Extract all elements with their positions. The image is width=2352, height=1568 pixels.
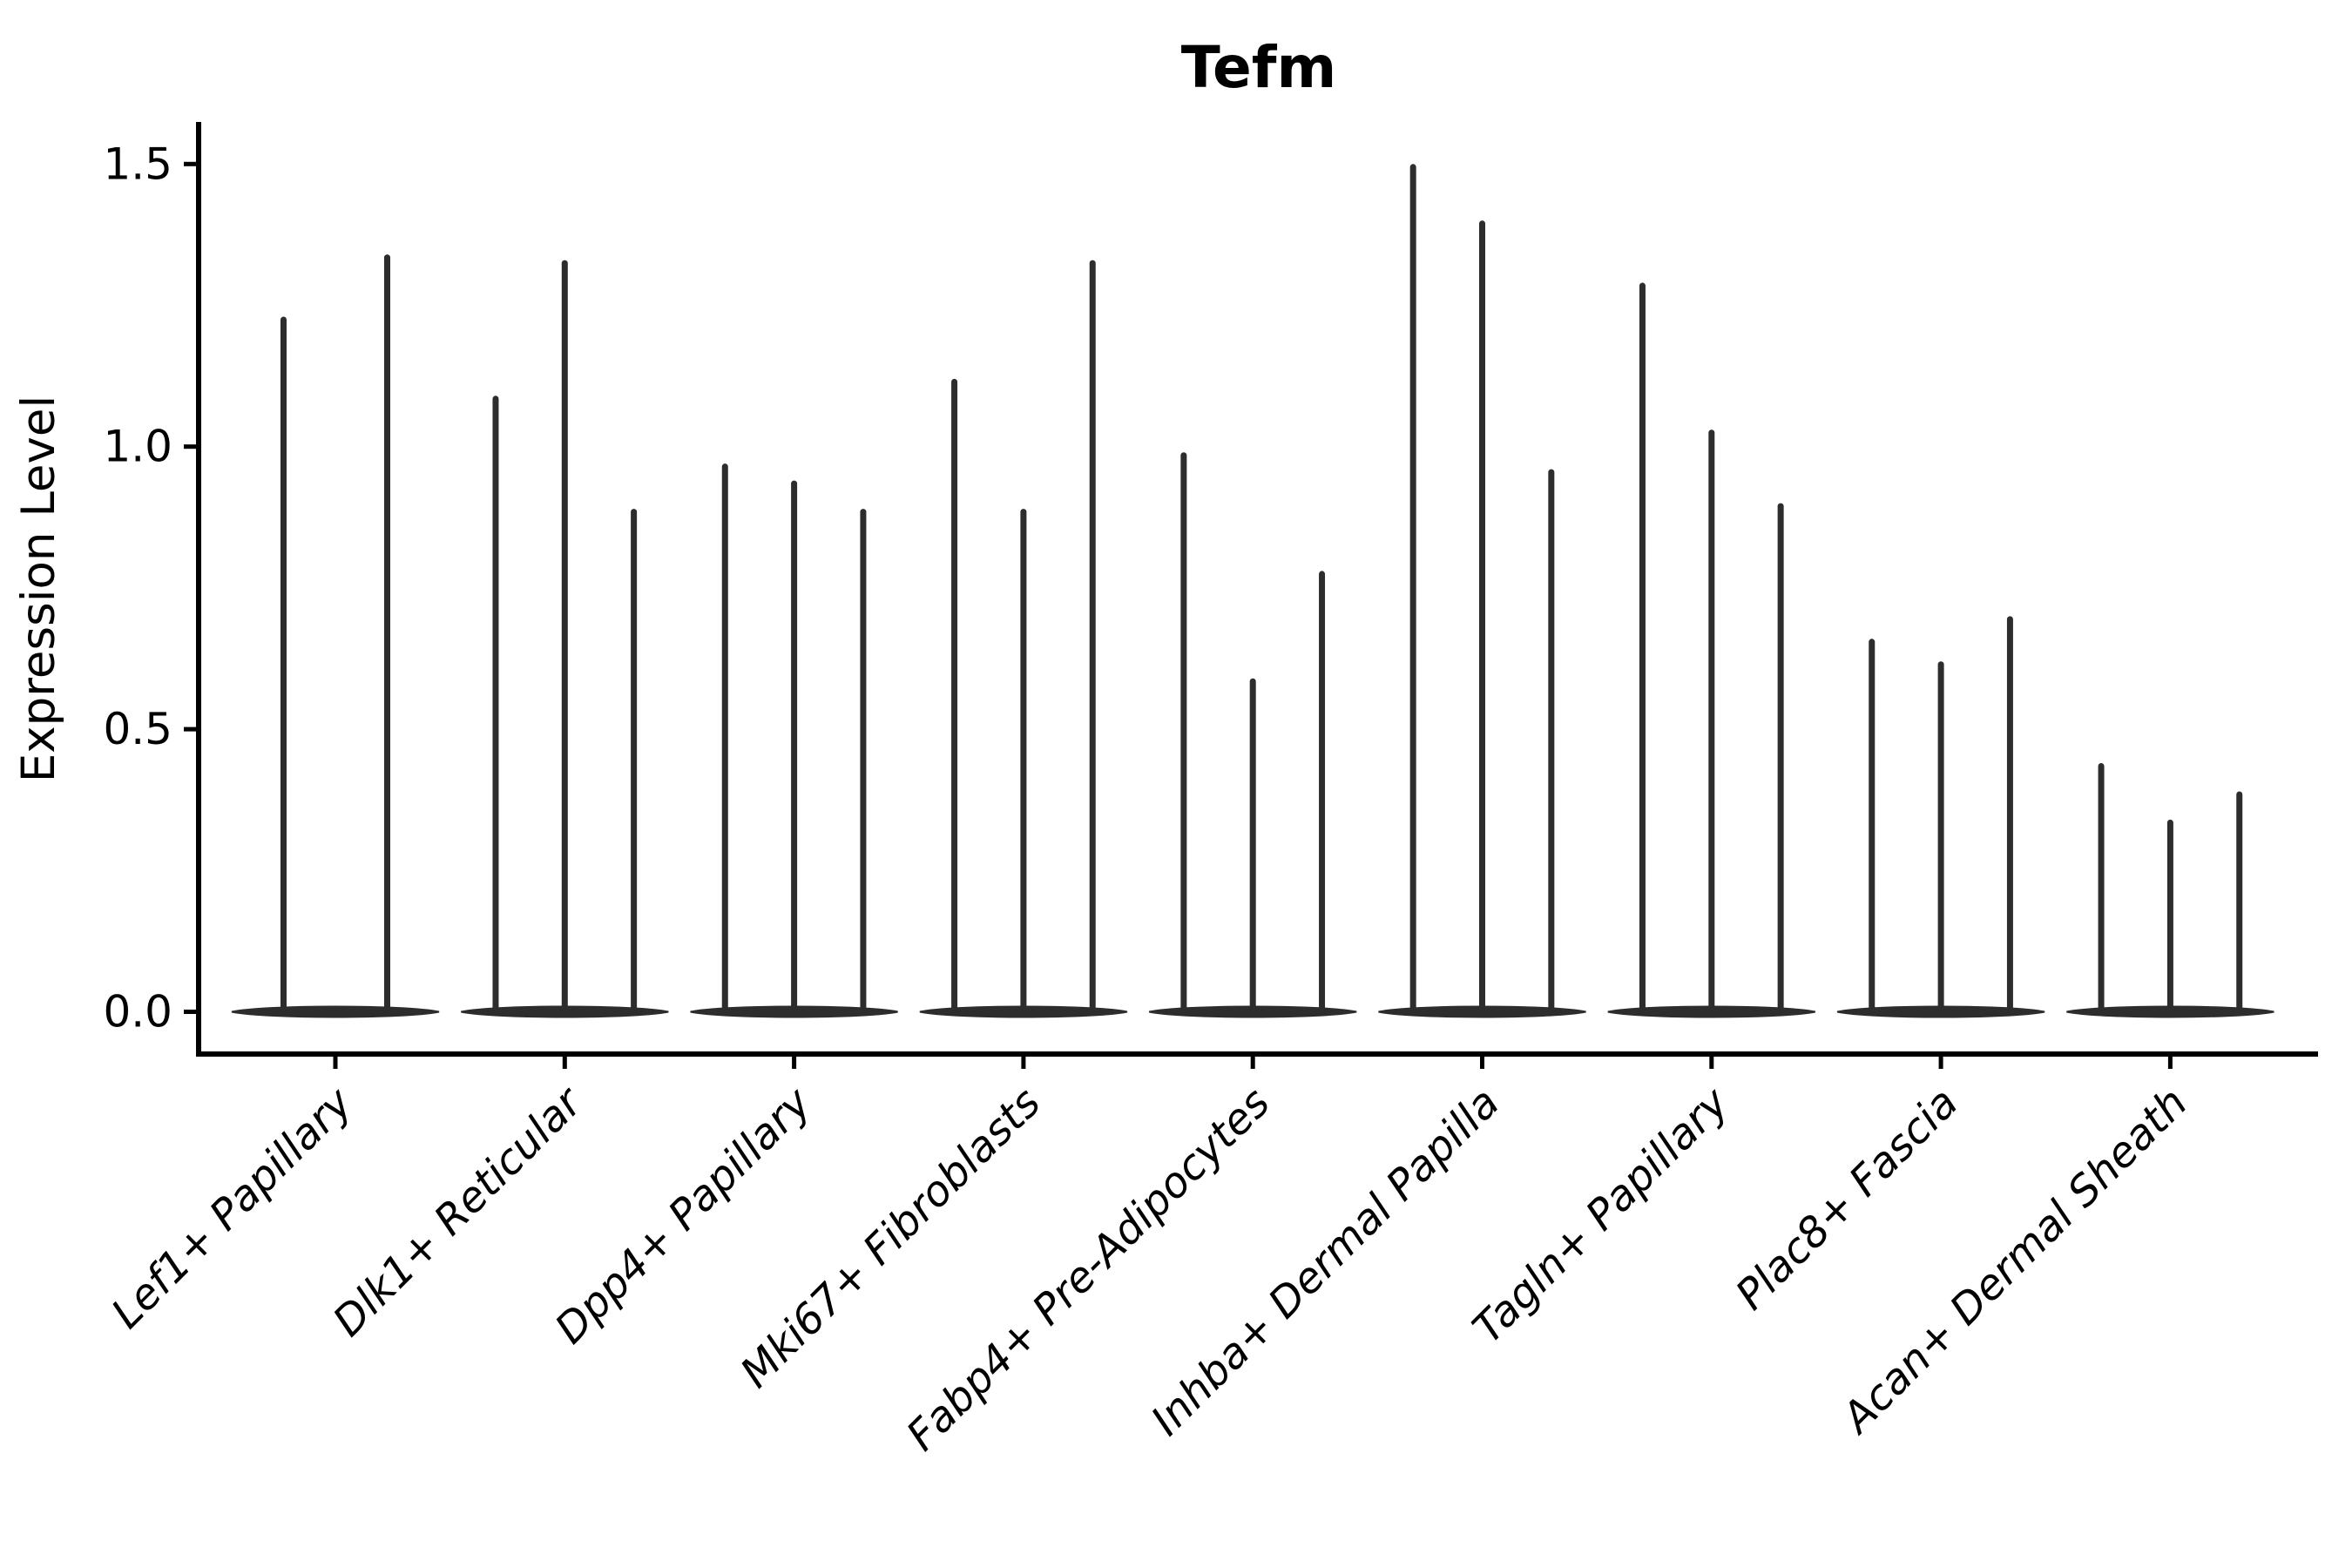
violin-spike [2166,819,2173,1012]
y-axis-label: Expression Level [12,395,65,782]
violin-spike [1249,678,1256,1012]
violin-spike [1089,260,1096,1012]
y-tick-label: 1.5 [103,139,172,189]
y-tick-mark [184,727,196,732]
violin-spike [721,463,728,1012]
violin-spike [561,260,568,1012]
x-tick-mark [1938,1057,1943,1069]
violin-spike [1869,639,1876,1012]
violin-spike [2006,616,2013,1012]
y-tick-mark [184,161,196,166]
chart-title: Tefm [1181,34,1337,101]
x-axis-spine [196,1051,2318,1057]
violin-spike [280,316,287,1012]
violin-spike [1319,571,1326,1012]
violin-spike [631,509,638,1012]
violin-spike [1777,503,1784,1012]
x-tick-mark [562,1057,567,1069]
x-tick-mark [333,1057,338,1069]
violin-spike [791,480,798,1012]
x-tick-mark [1709,1057,1714,1069]
y-tick-label: 0.0 [103,987,172,1037]
x-tick-mark [1250,1057,1255,1069]
x-tick-label: Tagln+ Papillary [1463,1078,1739,1353]
violin-spike [1409,164,1416,1012]
violin-spike [2236,791,2243,1012]
violin-spike [951,378,958,1012]
violin-spike [1639,282,1646,1012]
x-tick-mark [2167,1057,2173,1069]
violin-spike [492,395,499,1012]
violin-spike [860,509,867,1012]
x-tick-mark [792,1057,797,1069]
y-tick-label: 0.5 [103,704,172,754]
violin-spike [1020,509,1027,1012]
y-tick-label: 1.0 [103,422,172,472]
x-tick-mark [1021,1057,1026,1069]
violin-body [231,1005,440,1018]
x-tick-mark [1480,1057,1484,1069]
violin-spike [1479,220,1485,1012]
x-tick-label: Fabp4+ Pre-Adipocytes [897,1078,1280,1461]
violin-spike [1708,429,1715,1012]
x-tick-label: Dlk1+ Reticular [324,1077,594,1347]
violin-spike [2098,763,2105,1012]
y-tick-mark [184,444,196,449]
x-tick-label: Dpp4+ Papillary [545,1078,821,1353]
violin-spike [1937,661,1944,1012]
violin-spike [384,254,390,1012]
x-tick-label: Lef1+ Papillary [102,1078,362,1338]
y-axis-spine [196,122,201,1057]
violin-spike [1548,469,1555,1012]
y-tick-mark [184,1010,196,1014]
x-tick-label: Plac8+ Fascia [1727,1078,1968,1320]
violin-spike [1180,452,1187,1012]
